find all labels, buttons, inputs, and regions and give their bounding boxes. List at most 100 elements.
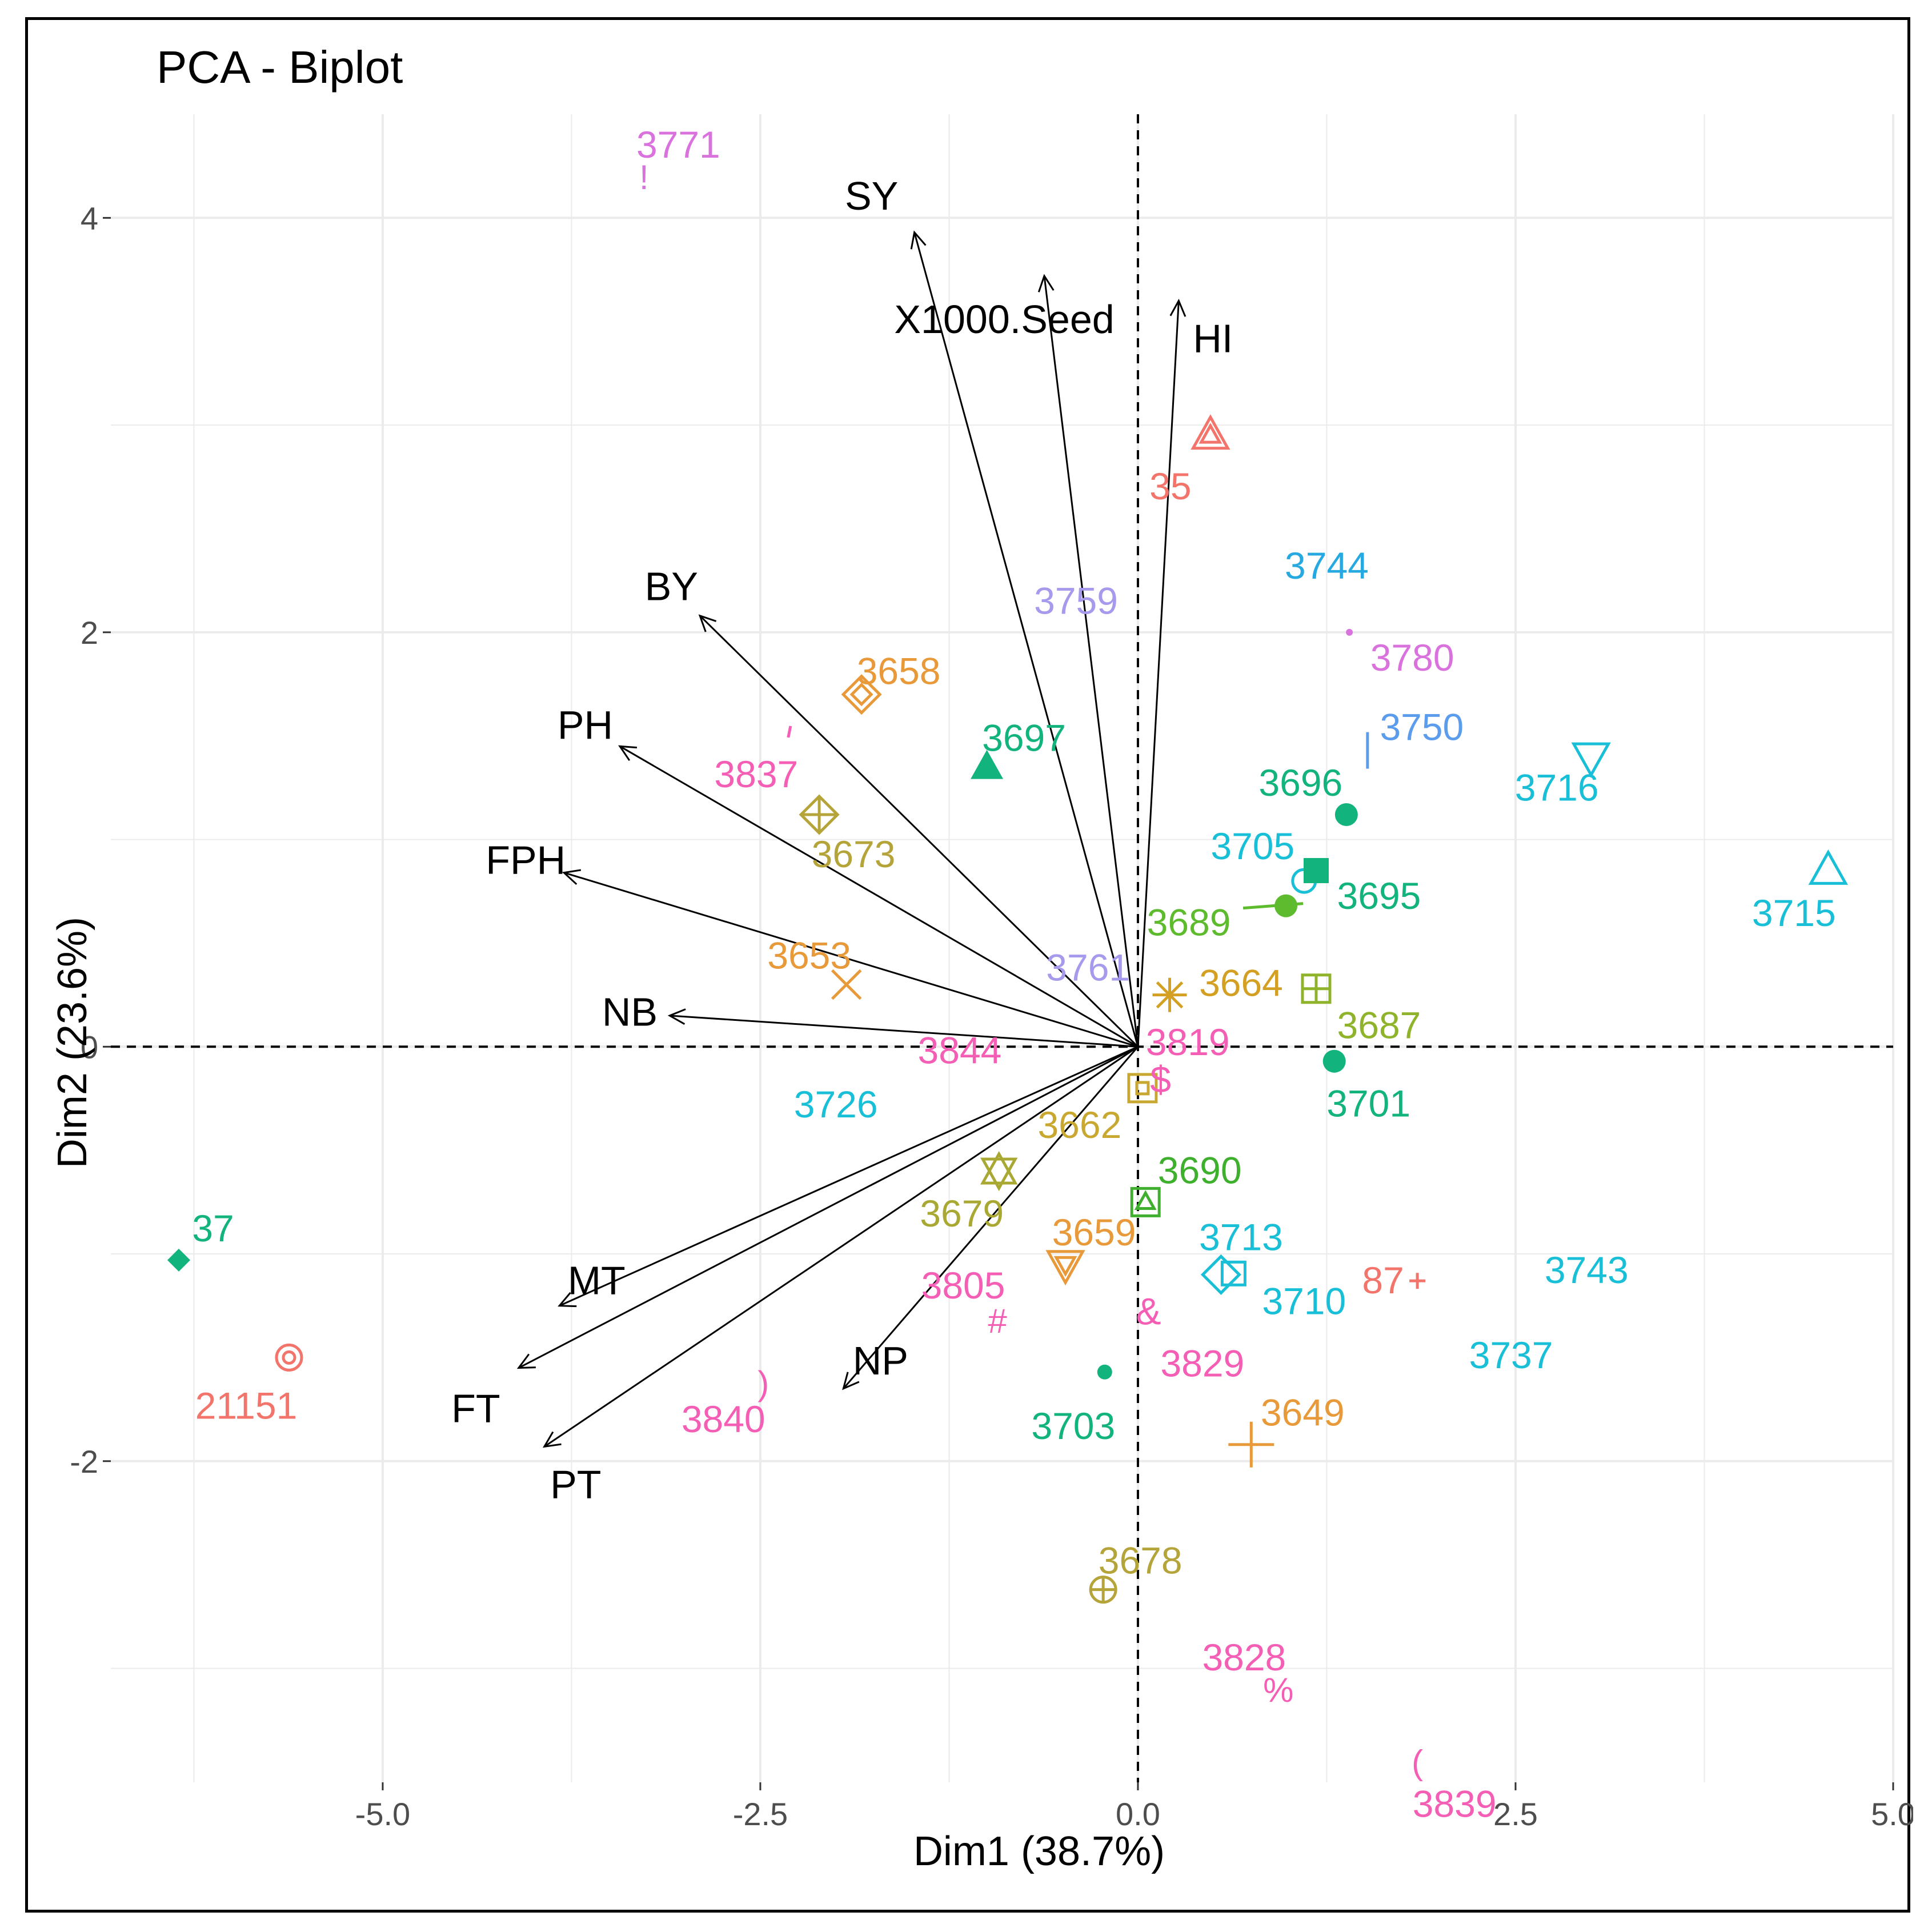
variable-arrow [544,1046,1139,1448]
point-label: 3844 [918,1029,1002,1072]
data-point: 3713 [1199,1216,1283,1295]
variable-label: PH [558,703,613,747]
data-point: & [1136,1290,1161,1333]
x-tick-label: 2.5 [1493,1796,1538,1832]
circle-marker-inner [282,1350,296,1365]
point-label: 87 [1362,1259,1404,1301]
data-point: 37 [167,1207,234,1272]
arrow-head [562,869,582,885]
point-label: 3759 [1034,579,1118,622]
individual-points: !3771 35 3744 3759 3780 3658 3697 3750 3837 3716 3… [167,123,1848,1825]
y-axis-title: Dim2 (23.6%) [50,917,95,1168]
data-point: !3771 [636,123,720,197]
x-tick-label: 5.0 [1871,1796,1913,1832]
point-label: 3750 [1380,706,1464,748]
point-label: 3839 [1413,1783,1497,1825]
data-point: 3837 [714,725,798,795]
variable-arrow [699,615,1139,1048]
data-point: 3710 [1262,1280,1346,1322]
point-label: 3705 [1210,825,1294,867]
variable-arrow [670,1015,1139,1048]
glyph-marker: ) [757,1364,769,1402]
arrow-head [1037,274,1055,292]
point-label: 3715 [1752,892,1836,934]
data-point: 3829 [1160,1342,1244,1384]
square-marker [1127,1073,1158,1104]
square-marker [1220,1260,1246,1286]
variable-label: HI [1193,316,1233,360]
triangle-marker-inner [1199,423,1222,444]
arrow-head [698,614,717,632]
point-label: 3701 [1326,1083,1410,1125]
point-label: 3726 [794,1083,878,1125]
point-label: 21151 [195,1384,298,1426]
variable-arrow [619,745,1139,1048]
diamond-marker-inner [849,683,873,707]
point-label: 35 [1149,465,1191,507]
variable-arrow [843,1046,1139,1389]
point-label: 3687 [1337,1004,1421,1047]
diamond-marker [841,674,882,715]
data-point: 3703 [1031,1364,1115,1447]
variable-label: SY [845,174,898,218]
circle-marker [1334,803,1358,827]
data-point: #3805 [921,1264,1008,1340]
data-point: 3701 [1322,1049,1410,1125]
data-point: )3840 [682,1364,769,1440]
diamond-marker [167,1248,190,1272]
point-label: 3696 [1258,761,1342,804]
circle-marker [275,1343,303,1372]
point-label: 3828 [1202,1636,1286,1678]
point-label: 3771 [636,123,720,166]
point-label: & [1136,1290,1161,1333]
x-tick-label: -2.5 [733,1796,788,1832]
reference-lines [111,114,1893,1782]
variable-label: MT [568,1258,626,1303]
point-label: 3653 [767,934,851,976]
data-point: 3679 [920,1151,1018,1234]
variable-label: X1000.Seed [894,297,1114,342]
plot-frame: -5.0 -2.5 0.0 2.5 5.0 -2 0 2 4 SY X1000.Seed HI BY P… [25,17,1913,1913]
arrow-head [542,1431,562,1448]
arrow-head [618,745,638,761]
data-point: 3664 [1152,962,1283,1012]
marker-stroke [1242,902,1304,910]
data-point: 3690 [1130,1149,1242,1217]
data-point: 3705 [1210,825,1317,894]
point-label: 3743 [1545,1249,1629,1291]
point-label: 3649 [1261,1392,1345,1434]
variable-label: FT [451,1386,500,1431]
point-label: 3761 [1046,946,1130,988]
grid-lines [111,114,1894,1782]
data-point: 3678 [1089,1540,1183,1604]
data-point: 3743 [1545,1249,1629,1291]
data-point: 3695 [1303,857,1421,917]
point-label: 3678 [1099,1540,1183,1582]
triangle-down-marker [980,1157,1018,1192]
data-point: 3649 [1228,1392,1345,1468]
y-tick-label: 2 [81,615,98,651]
variable-label: FPH [486,837,566,882]
data-point: 3744 [1285,544,1369,587]
variable-arrow [1137,300,1180,1047]
pca-biplot-chart: -5.0 -2.5 0.0 2.5 5.0 -2 0 2 4 SY X1000.Seed HI BY P… [50,42,1913,1874]
point-label: 3716 [1515,766,1599,808]
triangle-down-marker [1045,1250,1085,1286]
point-label: $ [1150,1058,1171,1100]
data-point: 3687 [1301,973,1421,1047]
marker-stroke [831,969,862,1000]
data-point: 3844 [918,1029,1002,1072]
variable-arrow [913,232,1139,1047]
arrow-head [910,230,927,250]
point-label: 3744 [1285,544,1369,587]
square-marker [1130,1187,1161,1217]
point-label: 3662 [1037,1104,1121,1146]
data-point: 21151 [195,1343,303,1426]
variable-arrow [518,1045,1139,1369]
y-tick-label: 0 [81,1029,98,1065]
glyph-marker: ! [639,158,649,197]
point-label: 3713 [1199,1216,1283,1258]
point-label: 3737 [1469,1334,1553,1376]
point-label: 3697 [982,717,1066,759]
data-point: 3653 [767,934,862,1000]
